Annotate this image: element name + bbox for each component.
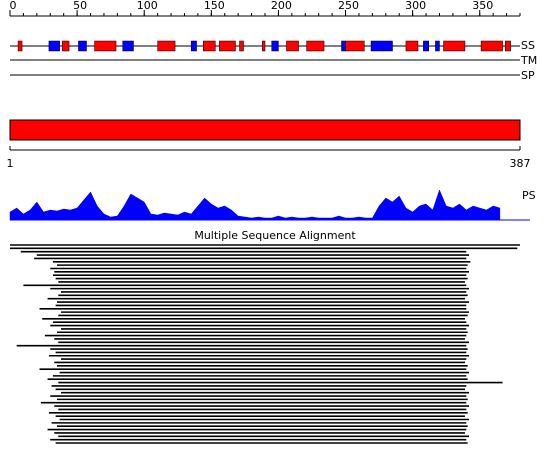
- ss-strand: [271, 40, 279, 52]
- ss-helix: [157, 40, 176, 52]
- msa-title: Multiple Sequence Alignment: [194, 229, 356, 242]
- ss-helix: [94, 40, 117, 52]
- ss-strand: [370, 40, 393, 52]
- bar-start-label: 1: [7, 157, 14, 170]
- ss-label: SS: [521, 39, 535, 52]
- ss-helix: [17, 40, 23, 52]
- ss-strand: [78, 40, 87, 52]
- ss-helix: [203, 40, 216, 52]
- ruler-label: 150: [204, 0, 225, 12]
- ss-helix: [480, 40, 503, 52]
- ruler-label: 0: [10, 0, 17, 12]
- ss-strand: [435, 40, 440, 52]
- ss-helix: [504, 40, 511, 52]
- ss-strand: [122, 40, 134, 52]
- ruler-label: 300: [405, 0, 426, 12]
- ss-helix: [286, 40, 299, 52]
- ss-strand: [190, 40, 197, 52]
- ss-helix: [405, 40, 419, 52]
- ss-helix: [62, 40, 70, 52]
- ruler-label: 200: [271, 0, 292, 12]
- ps-label: PS: [522, 189, 536, 202]
- domain-bar: [9, 119, 521, 141]
- ss-helix: [345, 40, 365, 52]
- ss-strand: [48, 40, 60, 52]
- sp-label: SP: [521, 69, 535, 82]
- tm-label: TM: [520, 54, 537, 67]
- ruler-label: 350: [472, 0, 493, 12]
- ps-profile: [9, 189, 501, 221]
- ss-helix: [239, 40, 244, 52]
- ss-helix: [219, 40, 236, 52]
- ss-helix: [306, 40, 325, 52]
- ss-strand: [341, 40, 346, 52]
- ruler-label: 250: [338, 0, 359, 12]
- ruler-label: 50: [73, 0, 87, 12]
- ss-helix: [262, 40, 266, 52]
- bar-end-label: 387: [510, 157, 531, 170]
- ss-helix: [443, 40, 466, 52]
- ruler-label: 100: [137, 0, 158, 12]
- ss-strand: [423, 40, 429, 52]
